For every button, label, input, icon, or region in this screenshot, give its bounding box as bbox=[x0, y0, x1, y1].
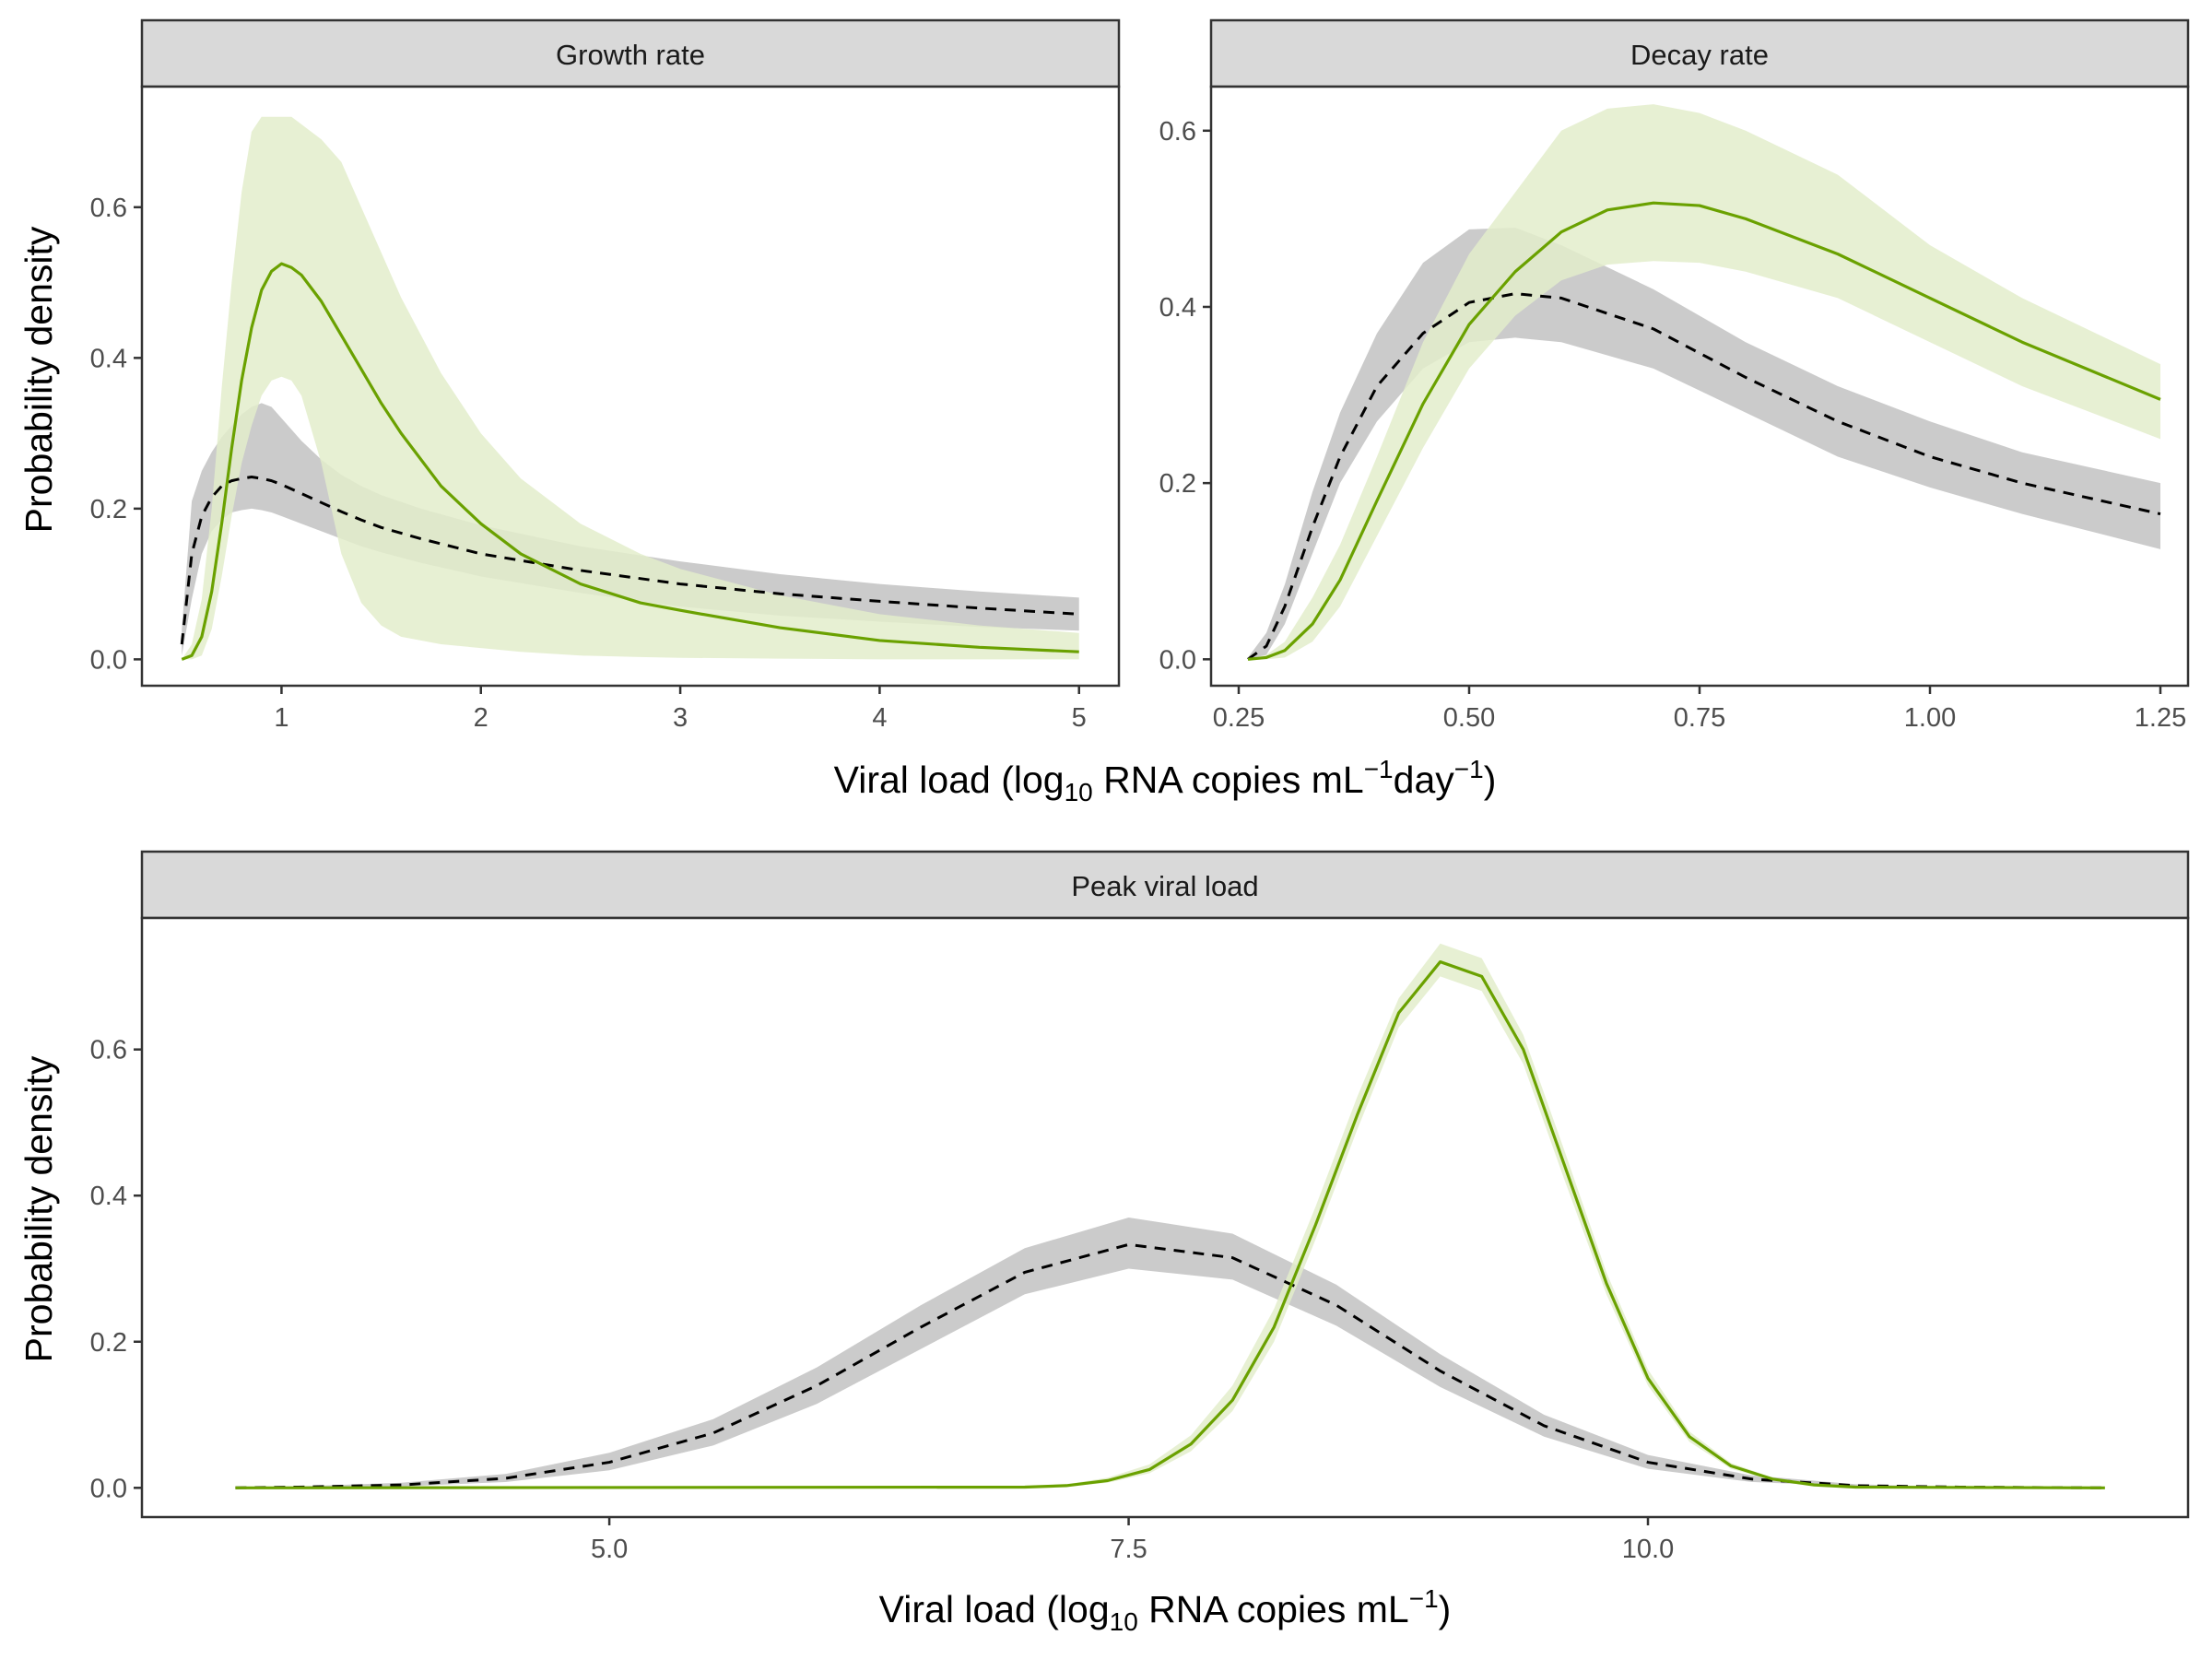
x-axis-title-top: Viral load (log10 RNA copies mL−1day−1) bbox=[834, 755, 1497, 806]
x-axis-title-bottom: Viral load (log10 RNA copies mL−1) bbox=[879, 1584, 1452, 1636]
plot-background bbox=[142, 918, 2188, 1517]
credible-ribbon-grey bbox=[235, 1218, 2105, 1488]
median-line-dashed bbox=[235, 1242, 2105, 1489]
y-tick-label: 0.4 bbox=[90, 1182, 127, 1211]
y-tick-label: 0.0 bbox=[90, 645, 127, 675]
plot-marks bbox=[1247, 104, 2161, 661]
x-tick-label: 0.75 bbox=[1674, 703, 1725, 733]
median-line-green bbox=[235, 959, 2105, 1489]
y-tick-label: 0.0 bbox=[1159, 645, 1196, 675]
x-tick-label: 2 bbox=[474, 703, 488, 733]
panel-border bbox=[140, 916, 2190, 1519]
strip-label-growth-rate: Growth rate bbox=[556, 39, 705, 71]
panel-growth-rate: 0.0 0.2 0.4 0.6 1 2 3 4 5 bbox=[90, 85, 1121, 733]
panel-border bbox=[140, 85, 1121, 688]
panel-decay-rate: 0.0 0.2 0.4 0.6 0.25 0.50 0.75 1.00 1.25 bbox=[1159, 85, 2190, 733]
strip-peak-viral-load bbox=[140, 850, 2190, 920]
x-tick-label: 4 bbox=[872, 703, 887, 733]
y-axis-title-bottom: Probability density bbox=[18, 1055, 60, 1362]
y-tick-label: 0.2 bbox=[90, 495, 127, 524]
y-tick-label: 0.2 bbox=[90, 1328, 127, 1358]
y-tick-label: 0.4 bbox=[1159, 293, 1196, 323]
strip-label-decay-rate: Decay rate bbox=[1630, 39, 1769, 71]
x-tick-label: 0.50 bbox=[1443, 703, 1495, 733]
median-line-dashed bbox=[180, 476, 1079, 645]
strip-label-peak-viral-load: Peak viral load bbox=[1071, 870, 1258, 902]
strip-decay-rate bbox=[1209, 18, 2190, 88]
y-tick-label: 0.4 bbox=[90, 344, 127, 373]
x-tick-label: 1 bbox=[274, 703, 288, 733]
y-tick-label: 0.6 bbox=[90, 1036, 127, 1065]
credible-ribbon-grey bbox=[182, 403, 1079, 656]
y-axis-title-top: Probability density bbox=[18, 226, 60, 533]
x-tick-label: 7.5 bbox=[1110, 1535, 1147, 1564]
y-tick-label: 0.0 bbox=[90, 1474, 127, 1503]
y-tick-label: 0.6 bbox=[90, 194, 127, 223]
x-tick-label: 0.25 bbox=[1213, 703, 1265, 733]
credible-ribbon-green bbox=[182, 116, 1079, 660]
plot-marks bbox=[235, 943, 2105, 1489]
panel-peak-viral-load: 0.0 0.2 0.4 0.6 5.0 7.5 10.0 bbox=[90, 916, 2190, 1564]
x-tick-label: 1.00 bbox=[1904, 703, 1956, 733]
x-tick-label: 5.0 bbox=[591, 1535, 628, 1564]
median-line-green bbox=[1247, 201, 2161, 661]
y-tick-label: 0.6 bbox=[1159, 117, 1196, 147]
x-tick-label: 5 bbox=[1072, 703, 1087, 733]
median-line-green bbox=[181, 262, 1079, 661]
x-tick-label: 10.0 bbox=[1622, 1535, 1674, 1564]
y-tick-label: 0.2 bbox=[1159, 469, 1196, 499]
x-tick-label: 3 bbox=[673, 703, 688, 733]
credible-ribbon-green bbox=[1248, 104, 2160, 660]
x-tick-label: 1.25 bbox=[2135, 703, 2186, 733]
plot-marks bbox=[180, 116, 1079, 661]
strip-growth-rate bbox=[140, 18, 1121, 88]
